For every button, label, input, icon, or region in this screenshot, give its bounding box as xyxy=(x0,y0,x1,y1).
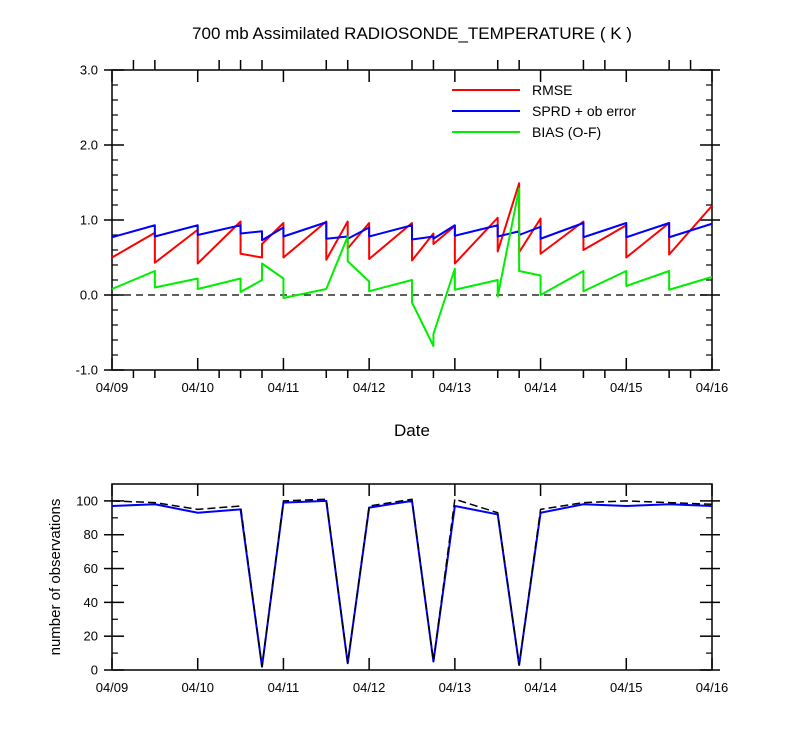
bottom-y-tick-label: 0 xyxy=(91,663,98,678)
bottom-x-tick-label: 04/10 xyxy=(181,680,214,695)
top-x-tick-label: 04/09 xyxy=(96,380,129,395)
top-x-tick-label: 04/16 xyxy=(696,380,729,395)
bottom-y-tick-label: 100 xyxy=(76,493,98,508)
x-axis-label: Date xyxy=(394,421,430,440)
top-x-tick-label: 04/10 xyxy=(181,380,214,395)
bottom-y-tick-label: 80 xyxy=(84,527,98,542)
bottom-x-tick-label: 04/15 xyxy=(610,680,643,695)
top-y-tick-label: 3.0 xyxy=(80,63,98,78)
bottom-x-tick-label: 04/14 xyxy=(524,680,557,695)
bottom-series-line-1 xyxy=(111,498,713,668)
top-series-line-1 xyxy=(111,221,713,242)
legend-label-1: SPRD + ob error xyxy=(532,103,636,119)
top-x-tick-label: 04/15 xyxy=(610,380,643,395)
bottom-x-tick-label: 04/11 xyxy=(268,680,300,695)
bottom-x-tick-label: 04/16 xyxy=(696,680,729,695)
top-x-tick-label: 04/11 xyxy=(268,380,300,395)
bottom-frame xyxy=(111,483,713,671)
bottom-series-line-0 xyxy=(111,499,713,668)
top-x-tick-label: 04/14 xyxy=(524,380,557,395)
legend-label-0: RMSE xyxy=(532,82,572,98)
bottom-y-tick-label: 20 xyxy=(84,629,98,644)
top-y-tick-label: 2.0 xyxy=(80,138,98,153)
top-series-line-2 xyxy=(111,187,713,347)
bottom-y-tick-label: 60 xyxy=(84,561,98,576)
bottom-x-tick-label: 04/09 xyxy=(96,680,129,695)
bottom-plot-area: 04/09 04/10 04/11 04/12 04/13 04/14 04/15 04/16… xyxy=(76,483,729,695)
bottom-x-tick-label: 04/13 xyxy=(439,680,472,695)
chart-title: 700 mb Assimilated RADIOSONDE_TEMPERATUR… xyxy=(192,24,632,43)
top-y-tick-label: 0.0 xyxy=(80,288,98,303)
y-axis-label-observations: number of observations xyxy=(47,499,64,656)
top-plot-area: 04/09 04/10 04/11 04/12 04/13 04/14 04/15 04/16… xyxy=(76,60,729,395)
top-y-tick-label: -1.0 xyxy=(76,363,98,378)
top-x-tick-label: 04/12 xyxy=(353,380,386,395)
bottom-x-tick-label: 04/12 xyxy=(353,680,386,695)
top-x-tick-label: 04/13 xyxy=(439,380,472,395)
bottom-y-tick-label: 40 xyxy=(84,595,98,610)
legend-label-2: BIAS (O-F) xyxy=(532,124,601,140)
top-y-tick-label: 1.0 xyxy=(80,213,98,228)
